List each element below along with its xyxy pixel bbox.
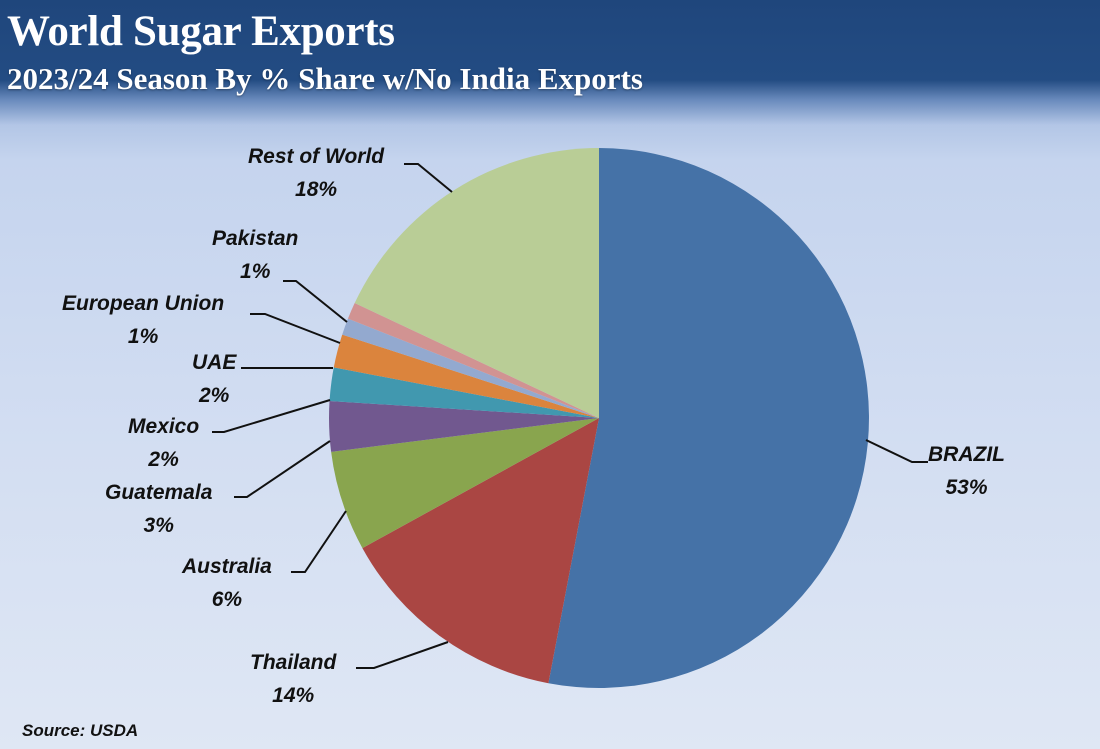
leader-line-thailand [356,641,449,669]
leader-line-rest-of-world [404,163,453,193]
data-label-uae: UAE 2% [192,346,236,412]
data-label-mexico: Mexico 2% [128,410,199,476]
label-name: Thailand [250,651,337,674]
pie-slice-rest-of-world [354,148,599,418]
chart-subtitle: 2023/24 Season By % Share w/No India Exp… [7,61,643,96]
pie-slice-australia [331,418,599,549]
source-note: Source: USDA [22,721,139,740]
chart-title: World Sugar Exports [7,8,395,55]
data-label-european-union: European Union 1% [62,287,224,353]
label-name: Australia [182,555,272,578]
data-label-pakistan: Pakistan 1% [212,222,298,288]
data-label-australia: Australia 6% [182,550,272,616]
label-name: BRAZIL [928,443,1005,466]
leader-line-guatemala [234,440,331,498]
label-pct: 2% [148,448,179,471]
pie-slice-thailand [362,418,599,684]
pie-slice-guatemala [328,401,599,452]
label-name: Guatemala [105,481,213,504]
pie-slice-mexico [329,367,599,418]
pie-slice-brazil [548,148,869,688]
leader-line-european-union [250,313,341,344]
data-label-brazil: BRAZIL 53% [928,438,1005,504]
label-pct: 14% [272,684,315,707]
leader-line-brazil [865,439,928,463]
label-pct: 1% [127,325,159,348]
leader-lines [212,163,928,669]
label-name: European Union [62,292,225,315]
pie-slice-uae [333,334,599,418]
label-pct: 53% [945,476,988,499]
leader-line-pakistan [283,280,348,323]
label-name: Pakistan [212,227,299,250]
pie-slice-pakistan [347,303,599,418]
label-pct: 2% [198,384,230,407]
label-pct: 6% [211,588,243,611]
data-label-guatemala: Guatemala 3% [105,476,212,542]
data-label-thailand: Thailand 14% [250,646,336,712]
label-name: Mexico [128,415,200,438]
chart-header: World Sugar Exports 2023/24 Season By % … [0,0,1100,110]
label-pct: 1% [240,260,271,283]
data-label-rest-of-world: Rest of World 18% [248,140,384,206]
leader-line-mexico [212,399,331,433]
leader-line-australia [291,510,347,573]
pie-slice-european-union [342,318,599,418]
label-name: Rest of World [248,145,385,168]
label-pct: 18% [295,178,338,201]
pie-slices [328,148,869,688]
label-name: UAE [192,351,237,374]
label-pct: 3% [143,514,174,537]
